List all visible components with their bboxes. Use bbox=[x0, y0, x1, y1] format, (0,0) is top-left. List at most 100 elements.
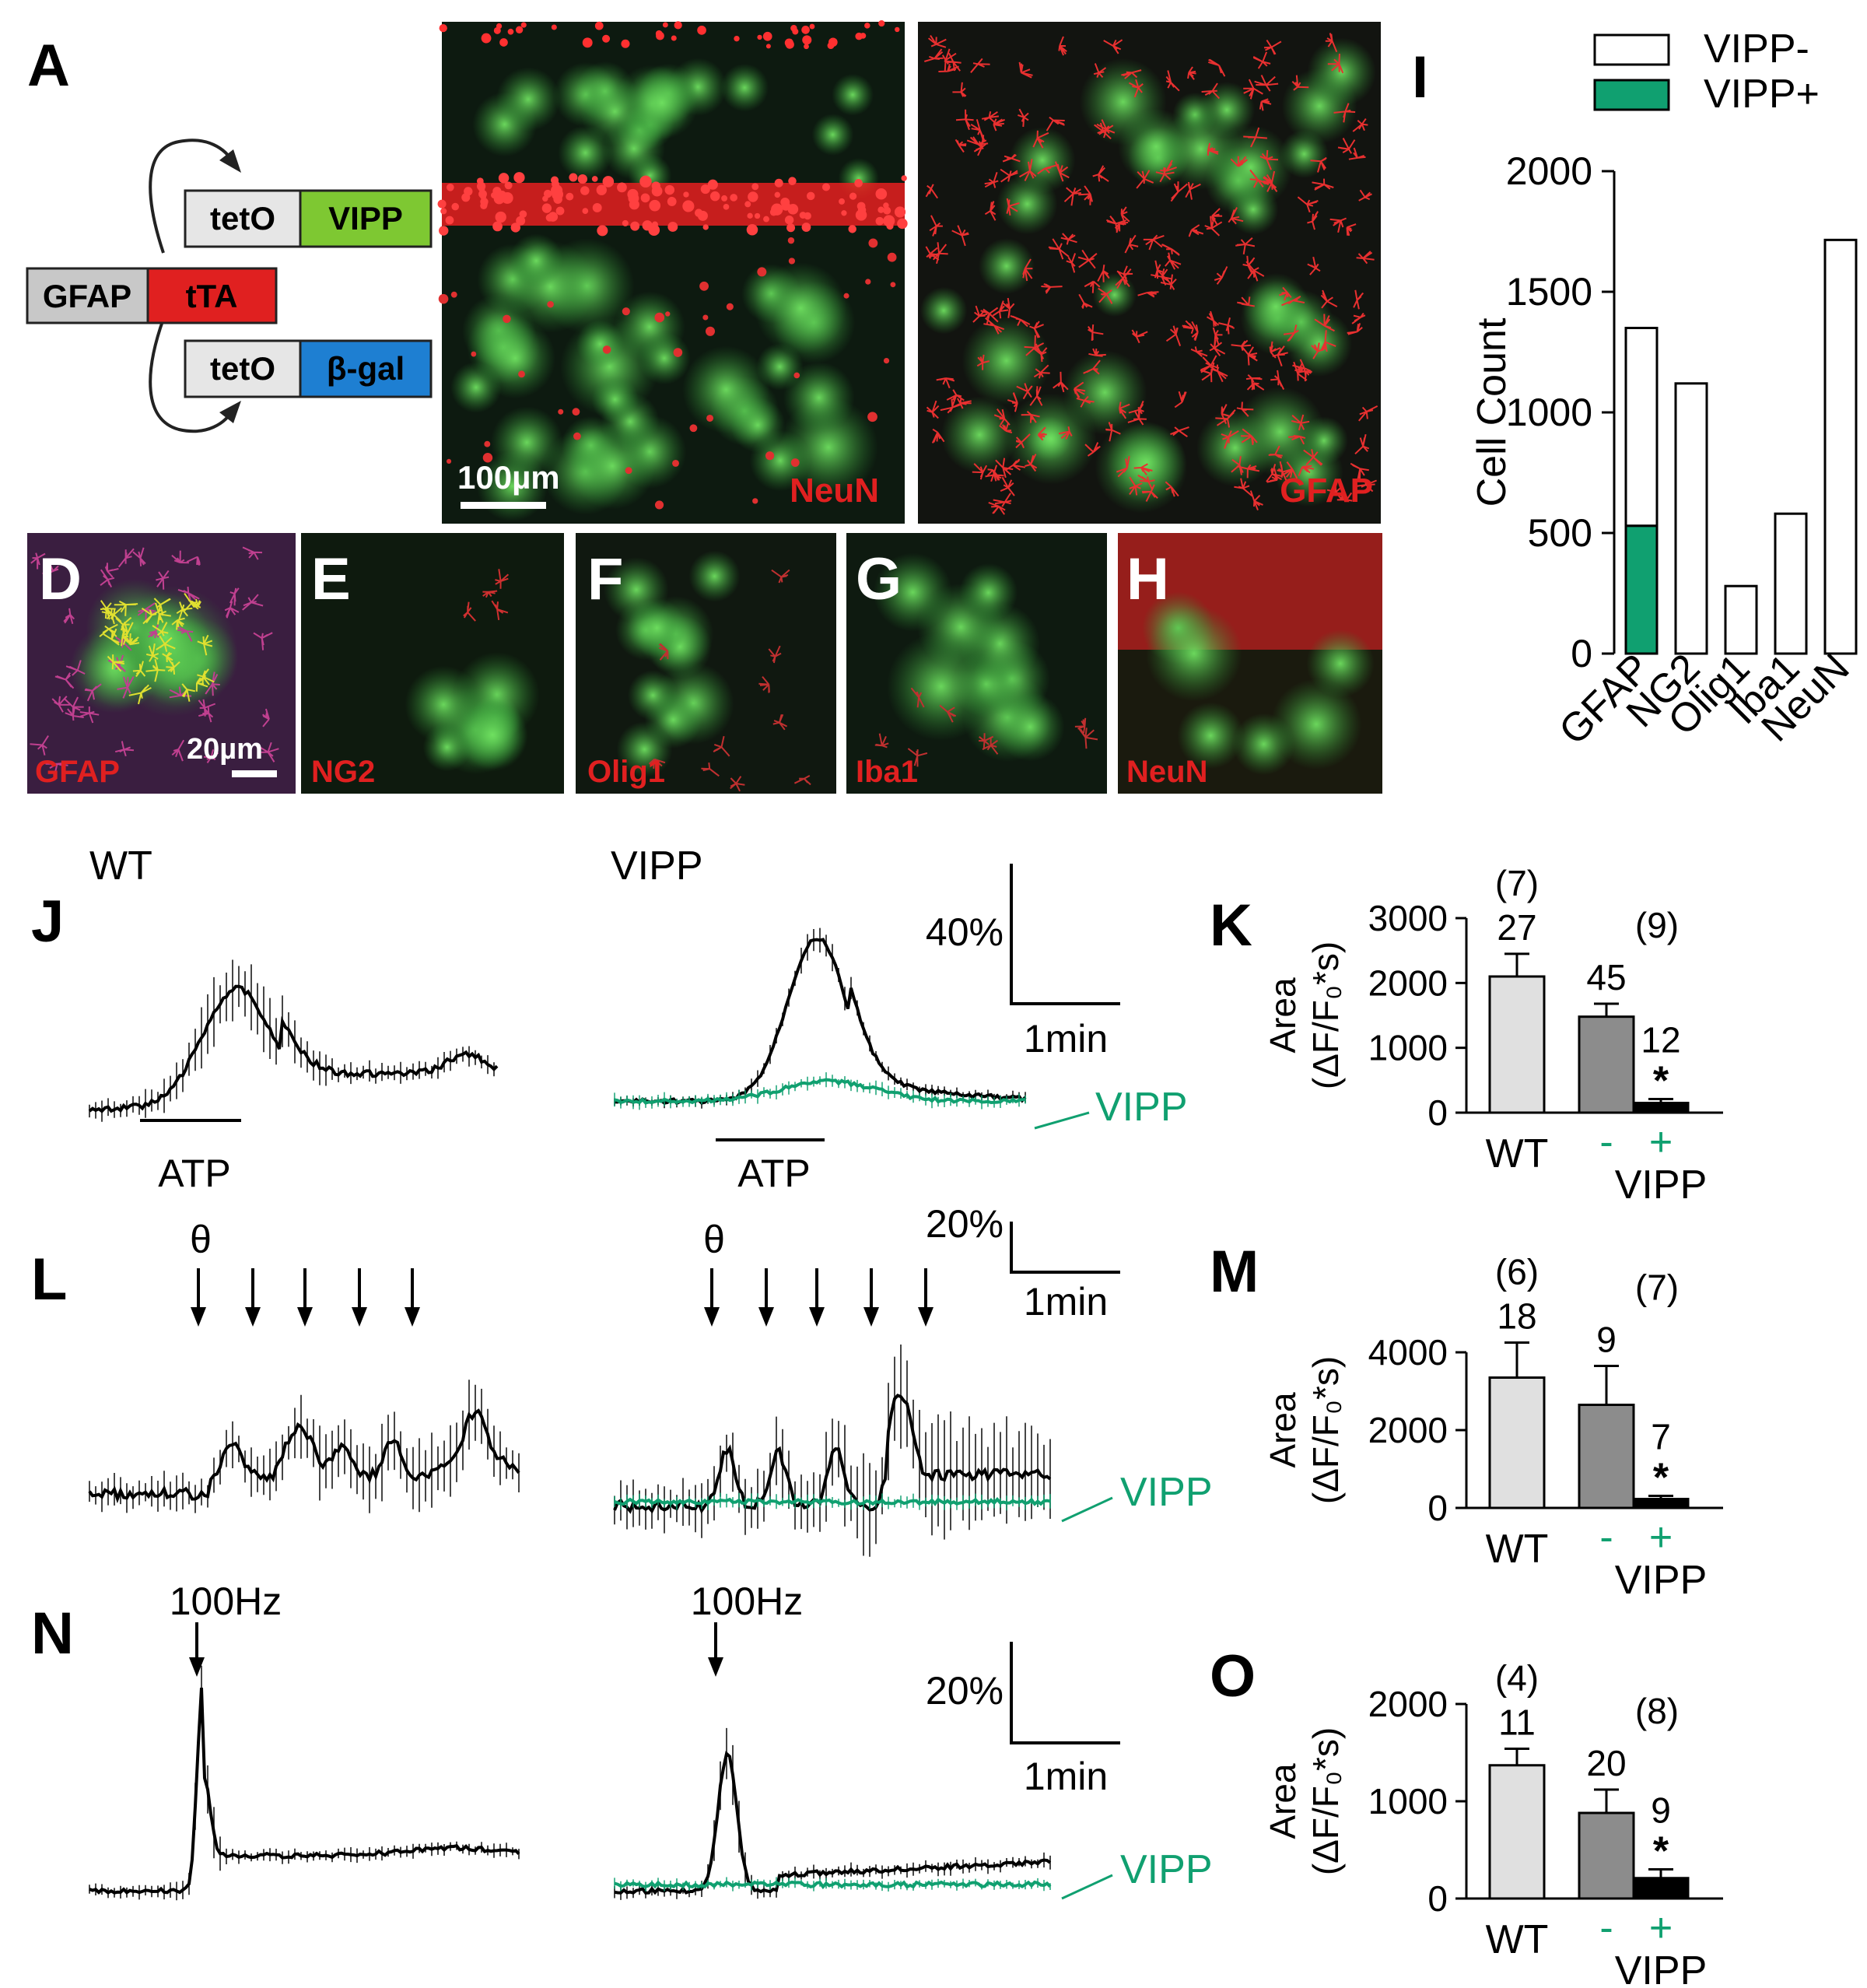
gfap-process bbox=[1201, 82, 1221, 100]
panel-label-o: O bbox=[1210, 1643, 1256, 1709]
scalebar-label-b: 100µm bbox=[457, 459, 560, 496]
gfap-process bbox=[992, 300, 1009, 319]
gfap-process bbox=[970, 119, 986, 142]
trace-wt-100hz-error bbox=[89, 1665, 520, 1901]
gfap-process bbox=[1204, 216, 1223, 237]
astrocyte-blob bbox=[1146, 605, 1242, 702]
neuron-dot bbox=[552, 188, 564, 201]
neuron-dot bbox=[700, 184, 710, 195]
gfap-process bbox=[156, 570, 170, 590]
astrocyte-blob bbox=[1009, 127, 1076, 194]
panel-label-l: L bbox=[31, 1246, 67, 1313]
neuron-dot bbox=[723, 204, 730, 210]
y-tick-label: 0 bbox=[1571, 632, 1592, 675]
panel-label-m: M bbox=[1210, 1239, 1259, 1305]
gfap-process bbox=[1060, 233, 1077, 245]
olig1-process bbox=[758, 675, 770, 693]
olig1-process bbox=[772, 714, 788, 731]
gfap-process bbox=[145, 658, 166, 682]
gfap-process bbox=[1041, 282, 1063, 294]
gfap-process bbox=[1077, 249, 1098, 269]
animal-count-label: (7) bbox=[1635, 1267, 1679, 1308]
neuron-dot bbox=[464, 187, 473, 196]
legend-label-neg: VIPP- bbox=[1704, 26, 1809, 72]
scalebar-label-d: 20µm bbox=[187, 733, 263, 766]
gfap-process bbox=[1142, 484, 1158, 502]
gfap-promoter-label: GFAP bbox=[43, 278, 131, 314]
stim-arrow-head bbox=[809, 1307, 825, 1327]
neuron-dot bbox=[702, 224, 709, 230]
gfap-process bbox=[986, 468, 1000, 482]
gfap-process bbox=[1346, 223, 1357, 237]
gfap-process bbox=[1311, 342, 1325, 359]
gfap-process bbox=[1352, 118, 1368, 132]
micrograph-b bbox=[437, 19, 908, 524]
gfap-process bbox=[117, 548, 135, 568]
gfap-process bbox=[1270, 370, 1285, 391]
gfap-process bbox=[1032, 130, 1049, 149]
vipp-pointer bbox=[1061, 1874, 1113, 1900]
gfap-process bbox=[197, 634, 213, 656]
olig1-process bbox=[768, 645, 782, 664]
neuron-dot bbox=[438, 293, 449, 304]
gfap-process bbox=[1018, 61, 1033, 79]
neuron-dot bbox=[806, 191, 815, 201]
iba1-process bbox=[982, 738, 999, 755]
stimulus-label: ATP bbox=[158, 1152, 231, 1195]
x-label-wt: WT bbox=[1486, 1131, 1549, 1176]
gfap-process bbox=[1281, 296, 1305, 307]
neuron-dot bbox=[809, 23, 815, 30]
gfap-process bbox=[1092, 165, 1109, 182]
trace-wt-100hz bbox=[89, 1687, 520, 1895]
gfap-process bbox=[1160, 160, 1177, 172]
neuron-dot bbox=[762, 31, 772, 41]
neuron-dot bbox=[498, 173, 510, 184]
stimulus-label: 100Hz bbox=[170, 1580, 282, 1623]
neuron-dot bbox=[671, 35, 677, 41]
neuron-dot bbox=[804, 44, 809, 50]
micrograph-f bbox=[576, 533, 836, 794]
trace-vipp-pos-theta bbox=[614, 1496, 1051, 1506]
gfap-process bbox=[927, 35, 947, 48]
neuron-dot bbox=[843, 293, 849, 299]
neuron-dot bbox=[437, 199, 447, 209]
neuron-dot bbox=[682, 200, 695, 212]
gfap-process bbox=[177, 587, 200, 601]
neuron-dot bbox=[543, 189, 552, 198]
gfap-process bbox=[1200, 355, 1220, 373]
astrocyte-blob bbox=[627, 670, 678, 721]
astrocyte-blob bbox=[458, 700, 527, 770]
trace-wt-atp-error bbox=[89, 959, 495, 1122]
gfap-process bbox=[109, 607, 123, 622]
neuron-dot bbox=[802, 35, 812, 45]
neuron-dot bbox=[582, 208, 589, 214]
neuron-dot bbox=[520, 22, 527, 28]
x-label-vipp: VIPP bbox=[1615, 1948, 1708, 1988]
gfap-process bbox=[1206, 310, 1220, 327]
astrocyte-blob bbox=[962, 316, 1051, 405]
neuron-dot bbox=[656, 31, 664, 40]
bar bbox=[1488, 1764, 1546, 1900]
neuron-dot bbox=[673, 348, 683, 357]
stain-label-d: GFAP bbox=[35, 755, 120, 789]
gfap-process bbox=[1263, 39, 1282, 55]
astrocyte-blob bbox=[811, 114, 854, 156]
x-label-wt: WT bbox=[1486, 1527, 1549, 1572]
astrocyte-blob bbox=[755, 262, 847, 355]
neuron-dot bbox=[497, 191, 507, 200]
neuron-dot bbox=[592, 202, 602, 212]
gfap-process bbox=[1136, 170, 1154, 189]
gfap-process bbox=[1252, 51, 1271, 69]
gfap-process bbox=[1143, 234, 1165, 251]
ng2-process bbox=[491, 600, 509, 621]
gfap-process bbox=[1154, 260, 1166, 279]
gfap-process bbox=[100, 600, 116, 620]
gfap-process bbox=[184, 593, 201, 612]
stim-arrow-head bbox=[297, 1307, 313, 1327]
gfap-process bbox=[203, 749, 219, 763]
gfap-process bbox=[1245, 261, 1265, 282]
stim-arrow-head bbox=[352, 1307, 367, 1327]
animal-count-label: (9) bbox=[1635, 905, 1679, 945]
gfap-process bbox=[1190, 346, 1208, 357]
gfap-process bbox=[84, 683, 102, 702]
